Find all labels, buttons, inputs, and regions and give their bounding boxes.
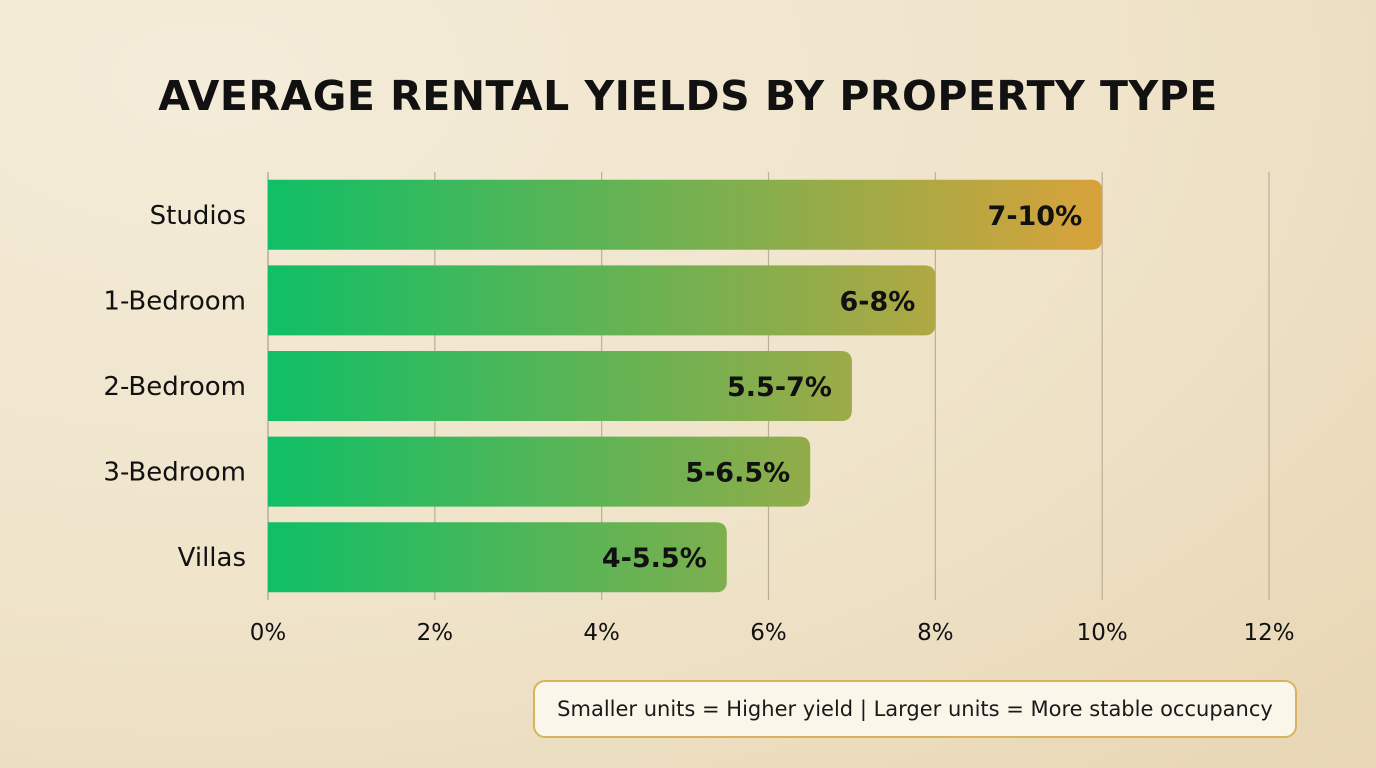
bar xyxy=(268,179,1103,250)
bar xyxy=(268,436,811,507)
x-tick-label: 12% xyxy=(1243,620,1294,646)
y-category-label: 2-Bedroom xyxy=(103,372,246,402)
footnote-box: Smaller units = Higher yield | Larger un… xyxy=(533,680,1297,738)
x-tick-label: 10% xyxy=(1077,620,1128,646)
label-layer: 0% 2% 4% 6% 8% 10% 12% Studios 7-10% 1-Bedroom 6-8… xyxy=(103,201,1294,646)
y-category-label: 3-Bedroom xyxy=(103,458,246,488)
y-category-label: 1-Bedroom xyxy=(103,286,246,316)
bar-layer xyxy=(268,179,1103,593)
bar-data-label: 6-8% xyxy=(839,286,915,317)
x-tick-label: 2% xyxy=(417,620,454,646)
x-tick-label: 8% xyxy=(917,620,954,646)
bar-data-label: 7-10% xyxy=(988,201,1083,232)
x-tick-label: 4% xyxy=(583,620,620,646)
x-tick-label: 0% xyxy=(250,620,287,646)
chart-title: AVERAGE RENTAL YIELDS BY PROPERTY TYPE xyxy=(158,72,1218,120)
bar-data-label: 4-5.5% xyxy=(602,543,707,574)
y-category-label: Studios xyxy=(150,201,246,231)
bar-chart: 0% 2% 4% 6% 8% 10% 12% Studios 7-10% 1-Bedroom 6-8… xyxy=(103,172,1295,646)
x-tick-label: 6% xyxy=(750,620,787,646)
y-category-label: Villas xyxy=(178,543,246,573)
bar xyxy=(268,522,727,593)
bar xyxy=(268,265,936,336)
footnote-text: Smaller units = Higher yield | Larger un… xyxy=(557,697,1273,721)
bar-data-label: 5.5-7% xyxy=(727,372,832,403)
bar-data-label: 5-6.5% xyxy=(685,458,790,489)
bar xyxy=(268,351,852,421)
